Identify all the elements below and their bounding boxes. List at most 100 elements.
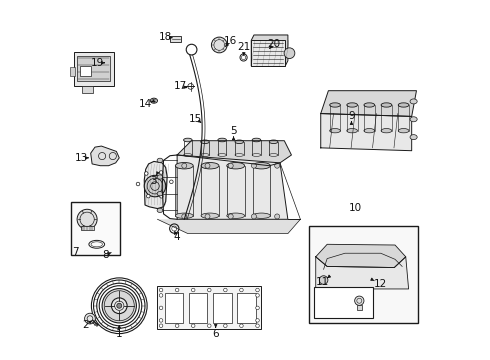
Ellipse shape [252, 213, 270, 219]
Ellipse shape [157, 208, 163, 212]
Circle shape [211, 37, 227, 53]
Ellipse shape [201, 140, 209, 144]
Circle shape [159, 306, 163, 310]
Text: 16: 16 [223, 36, 237, 46]
Circle shape [159, 294, 163, 297]
Bar [157, 287, 261, 329]
Bar [80, 66, 91, 76]
Bar [314, 287, 372, 318]
Circle shape [251, 214, 256, 219]
Polygon shape [321, 113, 412, 151]
Text: 6: 6 [212, 329, 219, 339]
Bar [70, 67, 75, 76]
Text: 11: 11 [316, 277, 329, 287]
Bar [357, 305, 362, 310]
Circle shape [160, 194, 163, 198]
Ellipse shape [252, 138, 261, 142]
Circle shape [192, 324, 195, 328]
Circle shape [117, 303, 122, 308]
Text: 18: 18 [159, 32, 172, 42]
Circle shape [175, 288, 179, 292]
Circle shape [319, 276, 328, 284]
Bar [189, 293, 207, 323]
Text: 7: 7 [72, 247, 78, 257]
Ellipse shape [201, 162, 219, 169]
Circle shape [223, 324, 227, 328]
Bar [309, 226, 418, 323]
Circle shape [256, 319, 259, 322]
Circle shape [144, 175, 166, 197]
Ellipse shape [201, 213, 219, 219]
Ellipse shape [381, 129, 392, 133]
Text: 2: 2 [83, 320, 89, 330]
Ellipse shape [175, 213, 193, 219]
Polygon shape [316, 244, 406, 267]
Text: 13: 13 [75, 153, 88, 163]
Ellipse shape [364, 129, 375, 133]
Ellipse shape [218, 138, 226, 142]
Circle shape [284, 48, 295, 59]
Bar [170, 36, 181, 42]
Circle shape [192, 288, 195, 292]
Ellipse shape [227, 213, 245, 219]
Polygon shape [316, 257, 409, 289]
Ellipse shape [157, 175, 163, 179]
Circle shape [159, 171, 163, 174]
Bar [77, 56, 110, 81]
Circle shape [355, 296, 364, 305]
Ellipse shape [364, 103, 375, 107]
Circle shape [223, 288, 227, 292]
Ellipse shape [157, 192, 163, 196]
Bar [71, 202, 120, 255]
Bar [165, 293, 183, 323]
Circle shape [256, 288, 259, 292]
Circle shape [240, 288, 243, 292]
Circle shape [145, 172, 148, 175]
Text: 9: 9 [348, 111, 355, 121]
Circle shape [275, 214, 280, 219]
Ellipse shape [398, 103, 409, 107]
Ellipse shape [330, 129, 341, 133]
Ellipse shape [347, 129, 358, 133]
Circle shape [256, 306, 259, 310]
Text: 21: 21 [238, 42, 251, 52]
Bar [74, 53, 114, 86]
Text: 12: 12 [373, 279, 387, 289]
Ellipse shape [381, 103, 392, 107]
Circle shape [77, 209, 97, 229]
Polygon shape [144, 161, 167, 208]
Text: 4: 4 [173, 232, 180, 242]
Text: 8: 8 [102, 250, 109, 260]
Circle shape [228, 214, 233, 219]
Ellipse shape [270, 140, 278, 144]
Polygon shape [251, 35, 288, 66]
Ellipse shape [184, 138, 192, 142]
Ellipse shape [410, 135, 417, 140]
Text: 14: 14 [139, 99, 152, 109]
Text: 17: 17 [173, 81, 187, 91]
Bar [213, 293, 232, 323]
Circle shape [170, 180, 173, 184]
Circle shape [182, 163, 187, 168]
Bar [82, 86, 93, 93]
Polygon shape [321, 91, 416, 116]
Ellipse shape [330, 103, 341, 107]
Circle shape [240, 324, 243, 328]
Ellipse shape [410, 117, 417, 122]
Circle shape [159, 288, 163, 292]
Circle shape [136, 182, 140, 186]
Ellipse shape [410, 99, 417, 104]
Text: 1: 1 [116, 329, 122, 339]
Circle shape [205, 163, 210, 168]
Circle shape [102, 289, 136, 323]
Circle shape [228, 163, 233, 168]
Circle shape [147, 194, 150, 198]
Polygon shape [177, 141, 292, 166]
Polygon shape [177, 155, 288, 219]
Ellipse shape [157, 158, 163, 162]
Circle shape [275, 163, 280, 168]
Circle shape [182, 214, 187, 219]
Circle shape [175, 324, 179, 328]
Polygon shape [91, 146, 119, 166]
Ellipse shape [398, 129, 409, 133]
